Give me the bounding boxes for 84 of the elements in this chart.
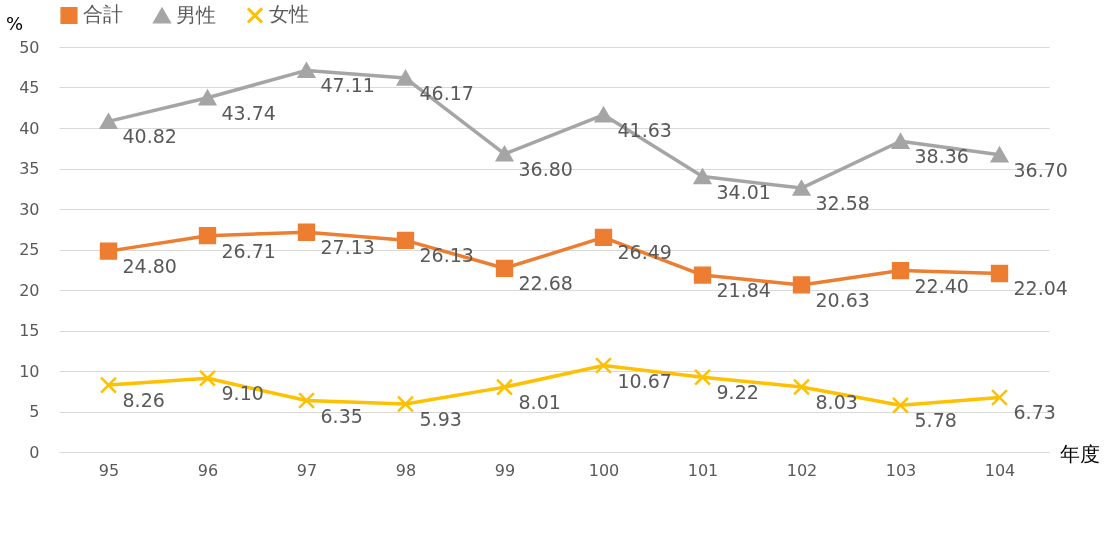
data-label: 22.04 xyxy=(1013,277,1068,300)
data-label: 34.01 xyxy=(716,180,771,203)
x-tick-label: 98 xyxy=(395,460,417,480)
y-tick-label: 35 xyxy=(19,159,40,178)
point xyxy=(990,147,1009,163)
point xyxy=(396,70,415,86)
x-tick-label: 96 xyxy=(197,460,219,480)
y-tick-label: 50 xyxy=(19,37,40,57)
point xyxy=(891,133,910,149)
y-tick-label: 40 xyxy=(19,118,40,138)
y-tick-label: 25 xyxy=(19,240,40,259)
x-tick-label: 100 xyxy=(588,460,620,480)
data-label: 38.36 xyxy=(914,145,969,168)
data-label: 8.03 xyxy=(815,390,858,413)
point xyxy=(594,107,613,123)
x-axis-title: 年度 xyxy=(1059,441,1100,466)
x-tick-label: 97 xyxy=(296,460,318,480)
point xyxy=(297,62,316,79)
point xyxy=(198,90,217,106)
point xyxy=(891,396,910,414)
data-label: 43.74 xyxy=(221,101,276,124)
data-label: 26.71 xyxy=(221,239,276,262)
y-tick-label: 45 xyxy=(19,78,40,97)
point xyxy=(693,266,712,284)
data-label: 5.78 xyxy=(914,409,957,432)
point xyxy=(990,264,1009,283)
data-label: 22.68 xyxy=(518,272,573,295)
y-axis-title: % xyxy=(5,12,24,34)
y-tick-label: 0 xyxy=(29,442,40,462)
data-label: 41.63 xyxy=(617,118,672,141)
y-tick-label: 30 xyxy=(19,199,40,219)
point xyxy=(792,378,811,396)
data-label: 40.82 xyxy=(122,125,177,148)
data-label: 6.73 xyxy=(1013,401,1056,424)
point xyxy=(495,259,514,277)
y-tick-label: 5 xyxy=(29,402,40,421)
legend-label: 女性 xyxy=(269,2,309,27)
data-label: 22.40 xyxy=(914,274,969,297)
data-label: 10.67 xyxy=(617,369,672,392)
point xyxy=(693,368,712,386)
point xyxy=(297,223,316,241)
legend-label: 男性 xyxy=(176,2,216,27)
data-label: 9.22 xyxy=(716,381,759,404)
x-tick-label: 99 xyxy=(494,460,516,480)
point xyxy=(99,113,118,130)
point xyxy=(99,242,118,260)
point xyxy=(990,388,1009,407)
y-tick-label: 20 xyxy=(19,280,40,300)
legend-label: 合計 xyxy=(83,2,123,27)
data-label: 46.17 xyxy=(419,82,474,105)
point xyxy=(495,378,514,396)
data-label: 9.10 xyxy=(221,382,264,405)
data-label: 47.11 xyxy=(320,74,375,97)
point xyxy=(198,369,217,387)
data-label: 36.80 xyxy=(518,157,573,180)
x-tick-label: 104 xyxy=(984,460,1016,480)
y-tick-label: 10 xyxy=(19,361,40,381)
point xyxy=(693,168,712,185)
y-tick-label: 15 xyxy=(19,321,40,340)
point xyxy=(396,395,415,413)
data-label: 32.58 xyxy=(815,192,870,215)
data-label: 27.13 xyxy=(320,236,375,259)
x-tick-label: 102 xyxy=(786,460,818,480)
data-label: 21.84 xyxy=(716,279,771,302)
data-label: 20.63 xyxy=(815,288,870,311)
point xyxy=(792,180,811,196)
data-label: 5.93 xyxy=(419,407,462,430)
data-label: 8.01 xyxy=(518,391,561,414)
data-label: 6.35 xyxy=(320,404,363,427)
x-tick-label: 103 xyxy=(885,460,917,480)
point xyxy=(792,276,811,294)
x-tick-label: 95 xyxy=(98,460,120,480)
point xyxy=(198,226,217,245)
point xyxy=(297,391,316,410)
point xyxy=(594,356,613,375)
point xyxy=(495,146,514,162)
point xyxy=(99,376,118,394)
data-label: 24.80 xyxy=(122,255,177,278)
point xyxy=(891,261,910,280)
point xyxy=(396,231,415,250)
data-label: 8.26 xyxy=(122,389,165,412)
data-label: 36.70 xyxy=(1013,158,1068,181)
point xyxy=(594,228,613,247)
x-tick-label: 101 xyxy=(687,460,719,480)
